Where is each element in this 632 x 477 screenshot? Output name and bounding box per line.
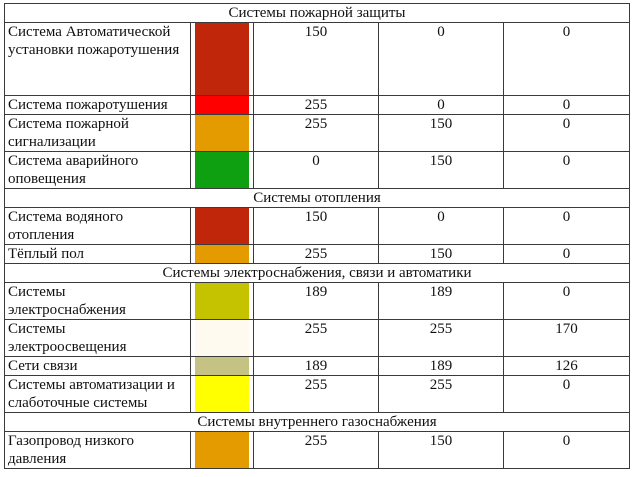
color-swatch: [195, 245, 249, 263]
section-title: Системы отопления: [3, 188, 631, 208]
section-header-row: Системы отопления: [3, 188, 631, 208]
blue-value: 126: [502, 356, 631, 376]
system-name: Системы электроснабжения: [4, 282, 191, 320]
system-color-table-body: Системы пожарной защиты Система Автоматич…: [3, 3, 631, 469]
green-value: 189: [378, 282, 504, 320]
color-swatch: [195, 115, 249, 151]
blue-value: 0: [502, 244, 631, 264]
color-swatch-cell: [190, 356, 254, 376]
table-row: Система пожарной сигнализации 255 150 0: [4, 114, 631, 152]
table-row: Система пожаротушения 255 0 0: [4, 95, 631, 115]
blue-value: 0: [502, 114, 631, 152]
color-swatch-cell: [190, 244, 254, 264]
section-title: Системы электроснабжения, связи и автома…: [3, 263, 631, 283]
color-legend-sheet: Системы пожарной защиты Система Автоматич…: [3, 3, 631, 469]
table-row: Системы автоматизации и слаботочные сист…: [4, 375, 631, 413]
system-name: Системы автоматизации и слаботочные сист…: [4, 375, 191, 413]
red-value: 255: [253, 431, 379, 469]
section-header-row: Системы электроснабжения, связи и автома…: [3, 263, 631, 283]
green-value: 150: [378, 244, 504, 264]
color-swatch-cell: [190, 375, 254, 413]
color-swatch: [195, 376, 249, 412]
green-value: 0: [378, 207, 504, 245]
color-swatch: [195, 357, 249, 375]
section-title: Системы пожарной защиты: [3, 3, 631, 23]
green-value: 0: [378, 95, 504, 115]
green-value: 255: [378, 375, 504, 413]
red-value: 255: [253, 319, 379, 357]
red-value: 150: [253, 207, 379, 245]
blue-value: 170: [502, 319, 631, 357]
blue-value: 0: [502, 207, 631, 245]
system-name: Газопровод низкого давления: [4, 431, 191, 469]
section-header-row: Системы пожарной защиты: [3, 3, 631, 23]
color-swatch: [195, 208, 249, 244]
table-row: Система аварийного оповещения 0 150 0: [4, 151, 631, 189]
blue-value: 0: [502, 375, 631, 413]
red-value: 255: [253, 114, 379, 152]
blue-value: 0: [502, 282, 631, 320]
color-swatch-cell: [190, 207, 254, 245]
section-header-row: Системы внутреннего газоснабжения: [3, 412, 631, 432]
color-swatch-cell: [190, 95, 254, 115]
color-swatch-cell: [190, 22, 254, 96]
red-value: 0: [253, 151, 379, 189]
system-name: Система пожарной сигнализации: [4, 114, 191, 152]
system-name: Система водяного отопления: [4, 207, 191, 245]
color-swatch: [195, 23, 249, 95]
color-swatch-cell: [190, 282, 254, 320]
color-swatch: [195, 432, 249, 468]
red-value: 255: [253, 95, 379, 115]
table-row: Тёплый пол 255 150 0: [4, 244, 631, 264]
system-name: Тёплый пол: [4, 244, 191, 264]
red-value: 255: [253, 244, 379, 264]
table-row: Газопровод низкого давления 255 150 0: [4, 431, 631, 469]
system-color-table: Системы пожарной защиты Система Автоматич…: [3, 3, 631, 469]
table-row: Система Автоматической установки пожарот…: [4, 22, 631, 96]
red-value: 150: [253, 22, 379, 96]
system-name: Системы электроосвещения: [4, 319, 191, 357]
color-swatch: [195, 96, 249, 114]
section-title: Системы внутреннего газоснабжения: [3, 412, 631, 432]
color-swatch: [195, 152, 249, 188]
color-swatch-cell: [190, 319, 254, 357]
system-name: Система Автоматической установки пожарот…: [4, 22, 191, 96]
green-value: 150: [378, 431, 504, 469]
blue-value: 0: [502, 95, 631, 115]
blue-value: 0: [502, 22, 631, 96]
red-value: 189: [253, 282, 379, 320]
green-value: 0: [378, 22, 504, 96]
green-value: 150: [378, 114, 504, 152]
blue-value: 0: [502, 431, 631, 469]
blue-value: 0: [502, 151, 631, 189]
green-value: 189: [378, 356, 504, 376]
color-swatch-cell: [190, 151, 254, 189]
table-row: Системы электроосвещения 255 255 170: [4, 319, 631, 357]
color-swatch-cell: [190, 431, 254, 469]
table-row: Система водяного отопления 150 0 0: [4, 207, 631, 245]
color-swatch-cell: [190, 114, 254, 152]
system-name: Сети связи: [4, 356, 191, 376]
green-value: 255: [378, 319, 504, 357]
system-name: Система аварийного оповещения: [4, 151, 191, 189]
red-value: 189: [253, 356, 379, 376]
table-row: Системы электроснабжения 189 189 0: [4, 282, 631, 320]
table-row: Сети связи 189 189 126: [4, 356, 631, 376]
green-value: 150: [378, 151, 504, 189]
system-name: Система пожаротушения: [4, 95, 191, 115]
red-value: 255: [253, 375, 379, 413]
color-swatch: [195, 320, 249, 356]
color-swatch: [195, 283, 249, 319]
